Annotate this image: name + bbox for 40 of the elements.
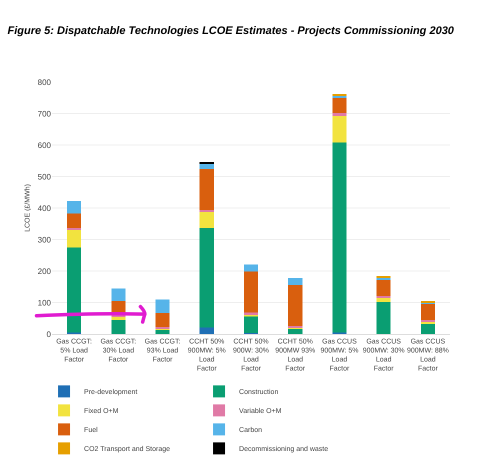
- y-tick-label: 100: [38, 298, 52, 308]
- y-tick-label: 700: [38, 109, 52, 118]
- bar: [155, 312, 170, 327]
- bar: [332, 113, 347, 116]
- y-tick-label: 500: [38, 172, 52, 182]
- bar: [244, 264, 258, 272]
- chart-title: Figure 5: Dispatchable Technologies LCOE Estimates - Projects Commissioning 2030: [8, 24, 455, 37]
- y-tick-label: 0: [46, 330, 52, 339]
- y-tick-label: 300: [38, 235, 52, 244]
- bar: [244, 272, 258, 313]
- bar: [67, 214, 82, 228]
- bar: [288, 278, 302, 286]
- bar: [200, 168, 214, 210]
- bar: [288, 328, 302, 334]
- y-tick-label: 800: [38, 78, 52, 87]
- bar: [111, 288, 126, 301]
- bar: [332, 142, 347, 333]
- bar: [288, 285, 302, 326]
- bar: [376, 298, 391, 302]
- bar: [67, 229, 82, 248]
- bar: [111, 316, 126, 320]
- bar: [332, 115, 347, 142]
- y-tick-label: 600: [38, 140, 52, 150]
- bar: [67, 201, 82, 214]
- bar: [376, 302, 391, 334]
- bar: [376, 280, 391, 296]
- bar: [200, 228, 214, 328]
- bar: [111, 320, 126, 334]
- bar: [244, 316, 258, 334]
- bar: [155, 330, 170, 334]
- bar: [200, 163, 214, 169]
- bar: [200, 327, 214, 334]
- bar: [420, 323, 435, 334]
- bar: [155, 300, 170, 313]
- y-tick-label: 200: [38, 266, 52, 276]
- bar: [332, 97, 347, 114]
- y-tick-label: 400: [38, 204, 52, 213]
- bar: [67, 247, 82, 332]
- bar: [200, 212, 214, 228]
- bar: [420, 304, 435, 320]
